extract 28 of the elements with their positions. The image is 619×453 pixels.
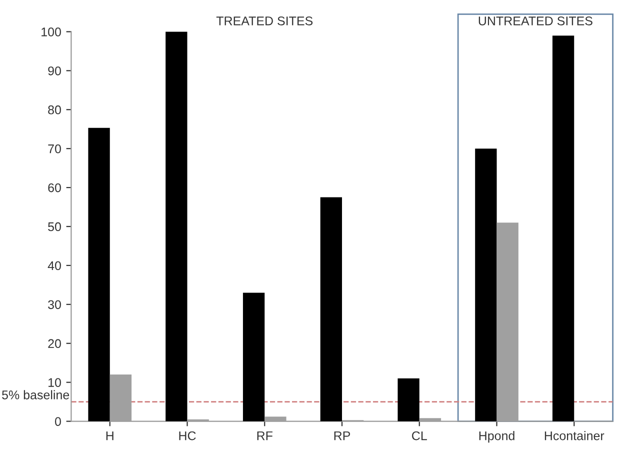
y-tick-label: 10	[48, 378, 61, 387]
bar	[320, 197, 342, 422]
y-tick-label: 40	[48, 261, 61, 270]
y-tick-label: 50	[48, 222, 61, 232]
x-tick-label: H	[106, 431, 114, 440]
bar	[552, 36, 574, 422]
x-tick-label: Hcontainer	[544, 431, 604, 440]
bar	[166, 32, 188, 422]
x-tick-label: RF	[257, 431, 272, 440]
bar	[398, 378, 420, 422]
x-tick-label: Hpond	[479, 431, 514, 443]
y-tick-label: 0	[55, 417, 61, 426]
x-tick-label: RP	[334, 431, 350, 440]
y-tick-label: 20	[48, 339, 61, 348]
y-tick-label: 30	[48, 300, 61, 310]
bar	[88, 128, 110, 422]
text: TREATED SITES	[216, 16, 313, 26]
x-tick-label: CL	[412, 431, 427, 440]
x-tick-label: HC	[179, 431, 196, 440]
y-tick-label: 60	[48, 183, 61, 192]
y-tick-label: 100	[42, 28, 61, 36]
text: UNTREATED SITES	[478, 16, 592, 26]
bar	[475, 148, 497, 422]
bar	[242, 292, 265, 422]
y-tick-label: 80	[48, 105, 61, 114]
y-tick-label: 70	[48, 144, 61, 154]
y-tick-label: 90	[48, 66, 61, 76]
ref-line-label: 5% baseline	[2, 390, 70, 400]
